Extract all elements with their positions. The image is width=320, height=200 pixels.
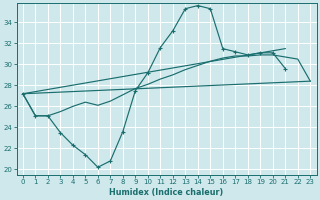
X-axis label: Humidex (Indice chaleur): Humidex (Indice chaleur) <box>109 188 224 197</box>
